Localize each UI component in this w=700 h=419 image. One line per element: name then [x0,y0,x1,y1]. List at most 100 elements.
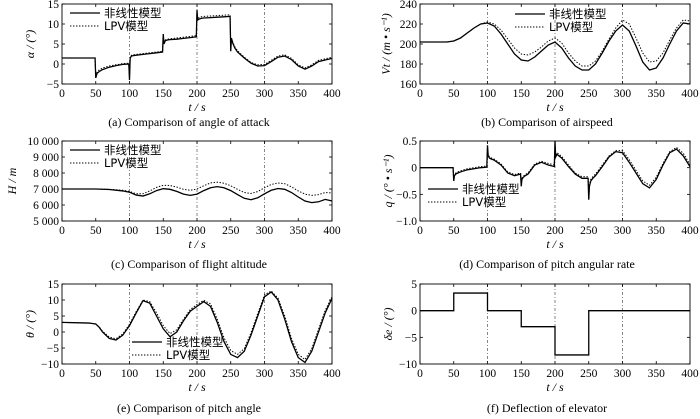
y-tick-label: 5 [53,311,59,323]
x-tick-label: 100 [121,225,139,237]
x-tick-label: 400 [323,225,341,237]
series-line-0 [62,9,333,81]
y-tick-label: 9 000 [33,152,59,164]
y-tick-label: 15 [48,279,60,291]
y-axis-label: H / m [5,167,19,195]
x-tick-label: 400 [681,225,699,237]
y-tick-label: 0 [411,163,417,175]
x-tick-label: 250 [580,225,598,237]
x-tick-label: 250 [222,368,240,380]
x-tick-label: 150 [155,225,173,237]
x-tick-label: 0 [417,368,423,380]
y-tick-label: 0.5 [403,136,418,148]
y-tick-label: −0.5 [396,189,417,201]
y-tick-label: 5 000 [33,216,59,228]
y-tick-label: 0 [53,327,59,339]
series-line-1 [420,19,691,67]
x-tick-label: 300 [614,88,632,100]
x-tick-label: 350 [648,225,666,237]
x-tick-label: 350 [290,225,308,237]
panel-caption: (d) Comparison of pitch angular rate [459,257,635,271]
x-tick-label: 250 [222,225,240,237]
y-tick-label: 0 [411,306,417,318]
x-tick-label: 300 [256,225,274,237]
y-tick-label: −10 [41,359,59,371]
x-tick-label: 200 [188,225,206,237]
x-tick-label: 400 [681,368,699,380]
x-tick-label: 50 [448,88,460,100]
y-tick-label: −5 [47,343,59,355]
x-tick-label: 200 [188,88,206,100]
panel-caption: (e) Comparison of pitch angle [117,401,261,415]
y-axis-label: θ / (°) [23,310,37,338]
x-tick-label: 50 [90,225,102,237]
legend-label-1: LPV模型 [462,195,506,209]
x-tick-label: 50 [448,225,460,237]
x-tick-label: 350 [290,88,308,100]
x-tick-label: 100 [479,88,497,100]
legend-label-1: LPV模型 [549,20,593,34]
x-tick-label: 400 [681,88,699,100]
series-line-1 [62,11,333,79]
x-tick-label: 150 [513,225,531,237]
x-tick-label: 200 [546,88,564,100]
x-tick-label: 250 [222,88,240,100]
x-axis-label: t / s [188,100,206,114]
legend-label-0: 非线性模型 [104,143,162,157]
y-tick-label: 0 [53,59,59,71]
chart-panel-4: 0 50 100 150 200 250 300 350 400 −10 −5 0 5 10 15 t / s… [23,279,341,415]
x-tick-label: 300 [256,88,274,100]
x-tick-label: 50 [90,368,102,380]
y-axis-label: α / (°) [23,30,37,58]
series-line-0 [420,140,691,200]
legend-label-0: 非线性模型 [549,7,607,21]
y-tick-label: 8 000 [33,168,59,180]
x-tick-label: 150 [513,368,531,380]
x-tick-label: 0 [417,225,423,237]
x-tick-label: 150 [513,88,531,100]
y-tick-label: 10 [48,19,60,31]
x-tick-label: 50 [448,368,460,380]
x-tick-label: 350 [648,88,666,100]
y-tick-label: 5 [411,279,417,291]
x-tick-label: 300 [614,368,632,380]
x-tick-label: 200 [188,368,206,380]
legend-label-1: LPV模型 [104,156,148,170]
x-tick-label: 100 [121,88,139,100]
y-axis-label: Vt / (m • s⁻¹) [379,13,393,74]
chart-panel-3: 0 50 100 150 200 250 300 350 400 −1.0 −0.5 0 0.5 t / … [381,136,699,271]
x-axis-label: t / s [546,237,564,251]
x-tick-label: 0 [59,88,65,100]
x-tick-label: 350 [290,368,308,380]
series-line-0 [61,291,333,364]
y-tick-label: 220 [400,19,418,31]
y-tick-label: 15 [48,0,60,11]
x-tick-label: 100 [479,368,497,380]
chart-panel-2: 0 50 100 150 200 250 300 350 400 5 000 6 000 7 000 8… [5,136,341,271]
y-axis-label: δe / (°) [381,307,395,340]
x-tick-label: 300 [256,368,274,380]
x-axis-label: t / s [546,380,564,394]
chart-panel-1: 0 50 100 150 200 250 300 350 400 160 180 200 220 240 t… [379,0,699,129]
y-tick-label: −1.0 [396,216,417,228]
y-tick-label: 180 [400,59,418,71]
x-tick-label: 200 [546,368,564,380]
x-tick-label: 0 [417,88,423,100]
series-line-0 [62,185,333,204]
legend-label-1: LPV模型 [104,19,148,33]
x-axis-label: t / s [188,380,206,394]
legend-label-1: LPV模型 [166,348,210,362]
panel-caption: (c) Comparison of flight altitude [111,257,267,271]
y-tick-label: −5 [405,332,417,344]
y-tick-label: 10 [48,295,60,307]
y-tick-label: 7 000 [33,184,59,196]
y-tick-label: 160 [400,79,418,91]
x-tick-label: 150 [155,368,173,380]
x-tick-label: 100 [121,368,139,380]
x-tick-label: 400 [323,368,341,380]
